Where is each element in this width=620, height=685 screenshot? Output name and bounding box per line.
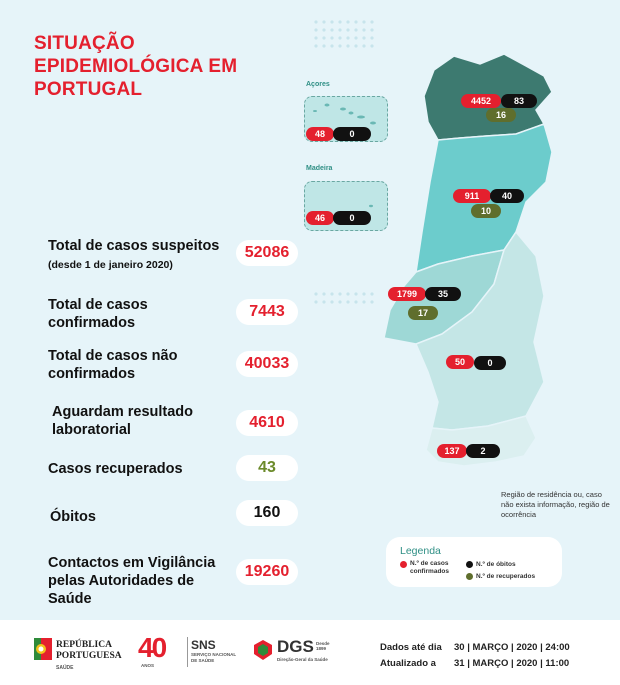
azores-islands bbox=[313, 103, 376, 125]
stat-pending-label: Aguardam resultado laboratorial bbox=[52, 404, 193, 438]
stat-suspected-label: Total de casos suspeitos (desde 1 de jan… bbox=[48, 238, 220, 271]
stat-contacts-label: Contactos em Vigilância pelas Autoridade… bbox=[48, 555, 216, 607]
republica-emblem-icon bbox=[34, 638, 52, 660]
azores-deaths-badge: 0 bbox=[333, 127, 371, 141]
data-label: Dados até dia bbox=[380, 642, 442, 653]
stat-suspected-value: 52086 bbox=[236, 240, 298, 266]
stat-pending-value: 4610 bbox=[236, 410, 298, 436]
stat-recovered-label: Casos recuperados bbox=[48, 461, 183, 477]
algarve-deaths-badge: 2 bbox=[466, 444, 500, 458]
update-label: Atualizado a bbox=[380, 658, 436, 669]
algarve-cases-badge: 137 bbox=[437, 444, 467, 458]
update-value: 31 | MARÇO | 2020 | 11:00 bbox=[454, 658, 570, 669]
sns-40-logo: 40 bbox=[138, 632, 167, 663]
region-note: Região de residência ou, caso não exista… bbox=[501, 490, 610, 519]
sns-anos-text: ANOS bbox=[141, 663, 155, 668]
centro-recovered-badge: 10 bbox=[471, 204, 501, 218]
page-title: SITUAÇÃO EPIDEMIOLÓGICA EM PORTUGAL bbox=[34, 33, 238, 100]
sns-title: SNS bbox=[191, 638, 216, 652]
legend-cases-label: N.º de casos confirmados bbox=[410, 560, 450, 575]
portugal-map bbox=[383, 53, 553, 467]
azores-label: Açores bbox=[306, 81, 330, 88]
azores-cases-badge: 48 bbox=[306, 127, 334, 141]
sns-divider bbox=[187, 637, 188, 667]
legend-title: Legenda bbox=[400, 545, 441, 557]
madeira-cases-badge: 46 bbox=[306, 211, 334, 225]
centro-deaths-badge: 40 bbox=[490, 189, 524, 203]
stat-deaths-value: 160 bbox=[236, 500, 298, 526]
republica-text: REPÚBLICA PORTUGUESA bbox=[56, 640, 122, 661]
legend-deaths-label: N.º de óbitos bbox=[476, 561, 516, 568]
decorative-dots-2 bbox=[314, 292, 374, 304]
footer: REPÚBLICA PORTUGUESA SAÚDE 40 ANOS SNS S… bbox=[0, 620, 620, 685]
alentejo-cases-badge: 50 bbox=[446, 355, 474, 369]
alentejo-deaths-badge: 0 bbox=[474, 356, 506, 370]
stat-not-confirmed-label: Total de casos não confirmados bbox=[48, 348, 178, 382]
dgs-logo-icon bbox=[254, 640, 272, 660]
centro-cases-badge: 911 bbox=[453, 189, 491, 203]
stat-deaths-label: Óbitos bbox=[50, 509, 96, 525]
legend-recovered-label: N.º de recuperados bbox=[476, 573, 536, 580]
stat-recovered-value: 43 bbox=[236, 455, 298, 481]
dgs-subtitle: Direção-Geral da Saúde bbox=[277, 657, 328, 662]
lvt-cases-badge: 1799 bbox=[388, 287, 426, 301]
legend-cases-dot bbox=[400, 561, 407, 568]
norte-cases-badge: 4452 bbox=[461, 94, 501, 108]
legend-recovered-dot bbox=[466, 573, 473, 580]
lvt-recovered-badge: 17 bbox=[408, 306, 438, 320]
legend-deaths-dot bbox=[466, 561, 473, 568]
republica-sub: SAÚDE bbox=[56, 665, 74, 671]
madeira-label: Madeira bbox=[306, 165, 333, 172]
norte-recovered-badge: 16 bbox=[486, 108, 516, 122]
stat-not-confirmed-value: 40033 bbox=[236, 351, 298, 377]
dgs-title: DGS bbox=[277, 637, 314, 656]
stat-confirmed-value: 7443 bbox=[236, 299, 298, 325]
decorative-dots bbox=[314, 20, 374, 48]
madeira-deaths-badge: 0 bbox=[333, 211, 371, 225]
norte-deaths-badge: 83 bbox=[501, 94, 537, 108]
stat-confirmed-label: Total de casos confirmados bbox=[48, 297, 148, 331]
lvt-deaths-badge: 35 bbox=[425, 287, 461, 301]
stat-contacts-value: 19260 bbox=[236, 559, 298, 585]
data-value: 30 | MARÇO | 2020 | 24:00 bbox=[454, 642, 570, 653]
dgs-since: Desde 1899 bbox=[316, 641, 330, 651]
legend: Legenda N.º de casos confirmados N.º de … bbox=[386, 537, 562, 587]
sns-subtitle: SERVIÇO NACIONAL DE SAÚDE bbox=[191, 652, 237, 663]
